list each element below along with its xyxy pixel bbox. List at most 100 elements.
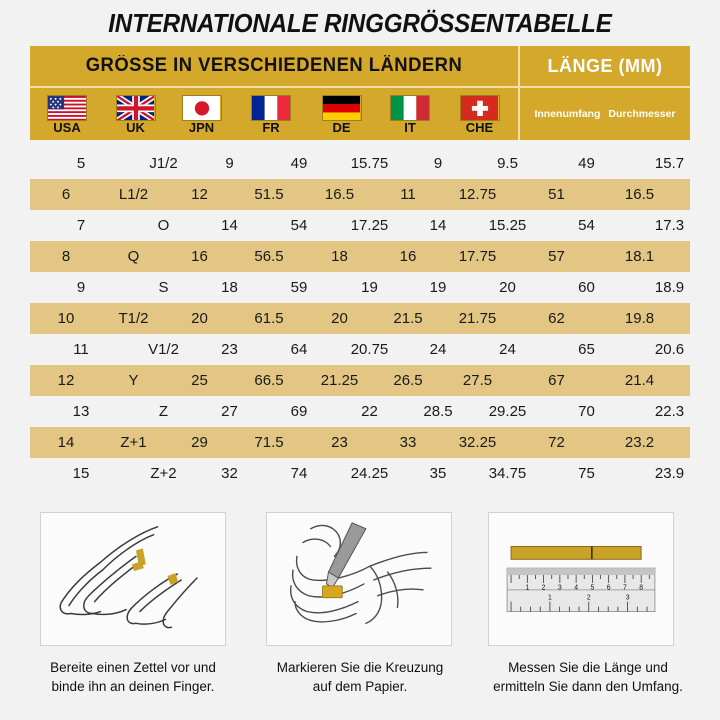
table-row: 6 L1/2 12 51.5 16.5 11 12.75 51 16.5	[30, 179, 690, 210]
header-col-label-fr: FR	[262, 119, 280, 135]
table-cell-che: 32.25	[458, 434, 497, 451]
table-cell-che: 17.75	[458, 248, 497, 265]
table-cell-it: 33	[399, 434, 417, 451]
table-cell-uk: Z+2	[150, 465, 177, 482]
table-cell-che: 15.25	[488, 217, 527, 234]
table-cell-usa: 5	[76, 155, 86, 172]
table-cell-usa: 6	[61, 186, 71, 203]
ruler-inch-label: 2	[587, 595, 591, 602]
header-flags-row: USA UK JPN	[30, 88, 518, 140]
table-cell-it: 14	[429, 217, 447, 234]
table-cell-usa: 10	[57, 310, 75, 327]
ruler-cm-label: 8	[639, 584, 643, 591]
header-group-countries: GRÖSSE IN VERSCHIEDENEN LÄNDERN	[85, 55, 463, 76]
table-cell-durchmesser: 21.4	[624, 372, 655, 389]
table-cell-durchmesser: 15.7	[654, 155, 685, 172]
ruler-cm-label: 6	[607, 584, 611, 591]
table-cell-usa: 11	[73, 341, 89, 358]
table-cell-che: 29.25	[488, 403, 527, 420]
header-col-label-de: DE	[332, 119, 351, 135]
table-cell-de: 21.25	[320, 372, 359, 389]
table-cell-it: 24	[429, 341, 447, 358]
table-row: 15 Z+2 32 74 24.25 35 34.75 75 23.9	[0, 458, 720, 489]
table-cell-jpn: 25	[191, 372, 208, 389]
hand-marking-with-pen-icon	[267, 513, 451, 645]
flag-usa-icon	[47, 94, 87, 121]
table-cell-it: 35	[429, 465, 447, 482]
table-cell-it: 16	[399, 248, 417, 265]
caption-3-line-2: ermitteln Sie dann den Umfang.	[493, 679, 683, 694]
caption-2-line-1: Markieren Sie die Kreuzung	[276, 660, 444, 675]
ruler-cm-label: 1	[525, 584, 529, 591]
table-cell-it: 11	[400, 186, 416, 203]
flag-switzerland-icon	[459, 94, 500, 121]
table-cell-che: 27.5	[462, 372, 493, 389]
table-cell-durchmesser: 23.2	[624, 434, 655, 451]
header-col-usa: USA	[30, 88, 104, 140]
table-cell-durchmesser: 20.6	[654, 341, 685, 358]
table-cell-durchmesser: 18.1	[624, 248, 655, 265]
table-cell-de: 23	[331, 434, 348, 451]
header-col-che: CHE	[443, 88, 516, 140]
table-cell-de: 16.5	[324, 186, 355, 203]
table-cell-innenumfang: 72	[548, 434, 565, 451]
table-cell-de: 20.75	[350, 341, 389, 358]
table-cell-usa: 13	[72, 403, 90, 420]
table-row: 14 Z+1 29 71.5 23 33 32.25 72 23.2	[30, 427, 690, 458]
table-cell-durchmesser: 16.5	[624, 186, 655, 203]
flag-italy-icon	[390, 94, 430, 121]
table-cell-fr: 51.5	[254, 186, 284, 203]
instruction-captions: Bereite einen Zettel vor und binde ihn a…	[0, 658, 720, 713]
table-cell-jpn: 9	[225, 155, 234, 172]
table-cell-usa: 7	[76, 217, 86, 234]
table-cell-che: 24	[499, 341, 516, 358]
table-cell-uk: Z+1	[120, 434, 147, 451]
table-cell-it: 26.5	[393, 372, 423, 389]
ruler-inch-label: 3	[626, 595, 630, 602]
header-col-jpn: JPN	[167, 88, 236, 140]
caption-1-line-1: Bereite einen Zettel vor und	[50, 660, 216, 675]
table-cell-it: 28.5	[423, 403, 453, 420]
table-cell-fr: 59	[290, 279, 308, 296]
table-row: 10 T1/2 20 61.5 20 21.5 21.75 62 19.8	[30, 303, 690, 334]
table-cell-uk: S	[158, 279, 169, 296]
table-row: 11 V1/2 23 64 20.75 24 24 65 20.6	[0, 334, 720, 365]
table-cell-fr: 71.5	[254, 434, 284, 451]
table-cell-fr: 54	[290, 217, 308, 234]
ruler-cm-label: 3	[558, 584, 562, 591]
table-cell-jpn: 32	[221, 465, 238, 482]
table-cell-it: 19	[429, 279, 447, 296]
table-cell-fr: 66.5	[254, 372, 284, 389]
table-cell-uk: Q	[127, 248, 140, 265]
table-cell-durchmesser: 17.3	[654, 217, 685, 234]
table-cell-jpn: 16	[191, 248, 208, 265]
table-cell-jpn: 29	[191, 434, 208, 451]
ruler-cm-label: 5	[590, 584, 594, 591]
table-cell-che: 21.75	[458, 310, 497, 327]
instruction-panel-1	[40, 512, 226, 646]
instruction-caption-1: Bereite einen Zettel vor und binde ihn a…	[8, 658, 258, 696]
caption-2-line-2: auf dem Papier.	[312, 679, 408, 694]
header-length-subcolumns: Innenumfang Durchmesser	[520, 88, 690, 140]
flag-japan-icon	[181, 94, 222, 121]
table-cell-usa: 9	[76, 279, 86, 296]
flag-uk-icon	[115, 94, 156, 121]
table-cell-innenumfang: 60	[578, 279, 595, 296]
table-cell-innenumfang: 70	[578, 403, 595, 420]
table-cell-it: 21.5	[393, 310, 423, 327]
header-group-length: LÄNGE (MM)	[547, 55, 663, 76]
table-cell-durchmesser: 19.8	[624, 310, 655, 327]
table-cell-uk: O	[157, 217, 170, 234]
table-row: 7 O 14 54 17.25 14 15.25 54 17.3	[0, 210, 720, 241]
table-cell-jpn: 27	[221, 403, 238, 420]
table-cell-innenumfang: 67	[548, 372, 565, 389]
table-cell-jpn: 14	[221, 217, 238, 234]
header-col-label-uk: UK	[126, 119, 145, 135]
header-col-label-jpn: JPN	[188, 119, 215, 135]
table-row: 13 Z 27 69 22 28.5 29.25 70 22.3	[0, 396, 720, 427]
table-cell-fr: 64	[290, 341, 308, 358]
size-table: 5 J1/2 9 49 15.75 9 9.5 49 15.7 6 L1/2 12 51.5 16.5 11…	[0, 148, 720, 489]
table-cell-it: 9	[433, 155, 443, 172]
table-cell-innenumfang: 51	[548, 186, 565, 203]
